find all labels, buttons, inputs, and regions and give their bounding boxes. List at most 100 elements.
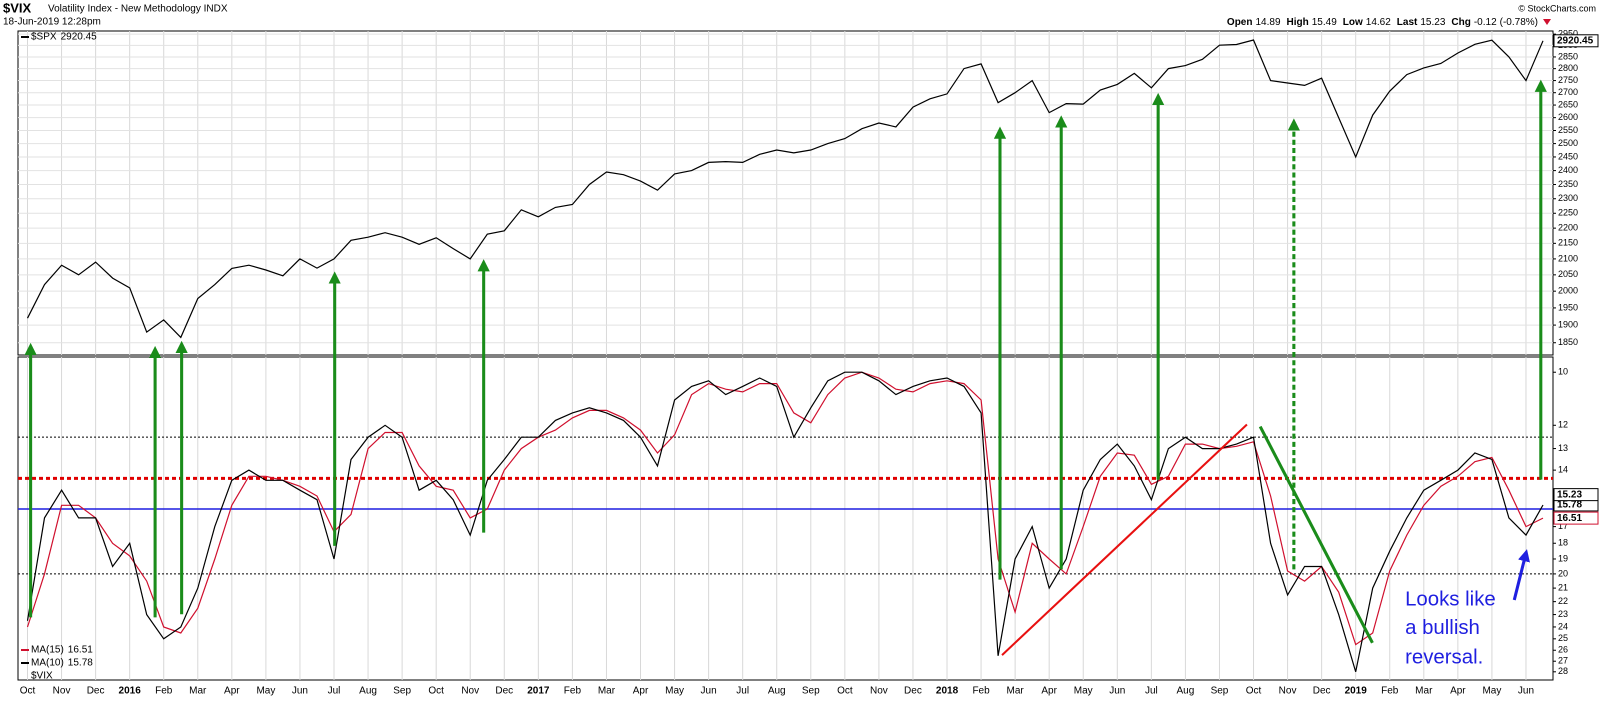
x-tick-label: Oct (428, 686, 444, 697)
x-tick-label: Sep (1211, 686, 1229, 697)
y-tick-label: 2500 (1558, 138, 1578, 148)
x-tick-label: Jun (1109, 686, 1125, 697)
series-line (26, 371, 1544, 646)
x-tick-label: May (1482, 686, 1501, 697)
x-tick-label: Feb (1381, 686, 1399, 697)
y-tick-label: 12 (1558, 420, 1568, 430)
legend-value: 15.78 (68, 658, 93, 669)
x-tick-label: Nov (53, 686, 71, 697)
x-tick-label: Jun (1518, 686, 1534, 697)
credit: © StockCharts.com (1518, 3, 1596, 13)
y-tick-label: 2600 (1558, 112, 1578, 122)
annotation-text: Looks like (1405, 588, 1496, 610)
ma-value-tag: 15.78 (1557, 500, 1582, 511)
quote-label: Open (1227, 17, 1253, 28)
y-tick-label: 2650 (1558, 99, 1578, 109)
x-tick-label: Mar (1415, 686, 1433, 697)
y-tick-label: 28 (1558, 666, 1568, 676)
y-tick-label: 2050 (1558, 269, 1578, 279)
y-tick-label: 25 (1558, 633, 1568, 643)
y-tick-label: 10 (1558, 367, 1568, 377)
y-tick-label: 2700 (1558, 87, 1578, 97)
x-tick-label: Apr (1041, 686, 1057, 697)
blue-arrow (1512, 549, 1530, 601)
y-tick-label: 1850 (1558, 337, 1578, 347)
x-tick-label: Sep (802, 686, 820, 697)
plot-area: 1850 1900 1950 2000 2050 2100 2150 2200 2250 2300… (17, 29, 1599, 697)
quote-label: Last (1397, 17, 1418, 28)
annotation-text: reversal. (1405, 647, 1483, 669)
legend-value: 16.51 (68, 645, 93, 656)
x-tick-label: Feb (972, 686, 990, 697)
x-tick-label: Aug (768, 686, 786, 697)
symbol: $VIX (3, 0, 32, 15)
x-tick-label: Nov (461, 686, 479, 697)
y-tick-label: 2400 (1558, 165, 1578, 175)
y-tick-label: 17 (1558, 521, 1568, 531)
x-tick-label: 2016 (119, 686, 142, 697)
quote-label: High (1287, 17, 1309, 28)
x-tick-label: Dec (1313, 686, 1331, 697)
x-tick-label: Nov (1279, 686, 1297, 697)
y-tick-label: 20 (1558, 568, 1568, 578)
y-tick-label: 19 (1558, 553, 1568, 563)
panel-frame (17, 30, 1554, 356)
quote-value: 15.23 (1420, 17, 1445, 28)
quote-value: 15.49 (1312, 17, 1337, 28)
x-tick-label: 2019 (1345, 686, 1368, 697)
legend-label: MA(10) (31, 658, 64, 669)
x-tick-label: Dec (904, 686, 922, 697)
y-tick-label: 2300 (1558, 193, 1578, 203)
red-trendline (1001, 423, 1248, 656)
quote-value: -0.12 (1474, 17, 1497, 28)
x-tick-label: Apr (1450, 686, 1466, 697)
legend-label: MA(15) (31, 645, 64, 656)
down-triangle (1543, 19, 1551, 25)
green-arrows (24, 79, 1547, 618)
y-tick-label: 2350 (1558, 179, 1578, 189)
y-tick-label: 22 (1558, 596, 1568, 606)
ma-value-tag-box (1553, 511, 1599, 525)
x-tick-label: Jul (736, 686, 749, 697)
y-tick-label: 27 (1558, 656, 1568, 666)
x-tick-label: Apr (633, 686, 649, 697)
x-tick-label: 2018 (936, 686, 959, 697)
series-line (26, 39, 1544, 339)
annotation-text: a bullish (1405, 617, 1480, 639)
timestamp: 18-Jun-2019 12:28pm (3, 17, 101, 28)
x-tick-label: Sep (393, 686, 411, 697)
y-tick-label: 2100 (1558, 253, 1578, 263)
x-tick-label: Mar (189, 686, 207, 697)
x-tick-label: Apr (224, 686, 240, 697)
y-tick-label: 23 (1558, 609, 1568, 619)
y-tick-label: 2000 (1558, 286, 1578, 296)
instrument-name: Volatility Index - New Methodology INDX (48, 4, 228, 15)
series-line (26, 371, 1544, 672)
x-tick-label: Aug (359, 686, 377, 697)
green-trendline (1258, 425, 1374, 644)
x-tick-label: May (1074, 686, 1093, 697)
y-tick-label: 2450 (1558, 151, 1578, 161)
quote-value: 14.62 (1366, 17, 1391, 28)
x-tick-label: May (256, 686, 275, 697)
x-tick-label: Jun (701, 686, 717, 697)
y-tick-label: 2550 (1558, 125, 1578, 135)
y-tick-label: 1950 (1558, 302, 1578, 312)
y-tick-label: 2750 (1558, 75, 1578, 85)
quote-pct: (-0.78%) (1500, 17, 1538, 28)
last-value-tag: 2920.45 (1557, 35, 1594, 46)
legend-label: $SPX (31, 32, 57, 43)
x-tick-label: Jun (292, 686, 308, 697)
x-tick-label: Aug (1177, 686, 1195, 697)
last-value-tag-box (1553, 34, 1599, 48)
quote: Open 14.89 High 15.49 Low 14.62 Last 15.23 Chg -0… (1227, 17, 1538, 28)
ma-value-tag: 16.51 (1557, 513, 1582, 524)
y-tick-label: 24 (1558, 621, 1568, 631)
x-tick-label: Jul (328, 686, 341, 697)
y-tick-label: 1900 (1558, 319, 1578, 329)
quote-value: 14.89 (1255, 17, 1280, 28)
x-tick-label: Mar (1007, 686, 1025, 697)
quote-label: Chg (1451, 17, 1470, 28)
y-tick-label: 2150 (1558, 238, 1578, 248)
